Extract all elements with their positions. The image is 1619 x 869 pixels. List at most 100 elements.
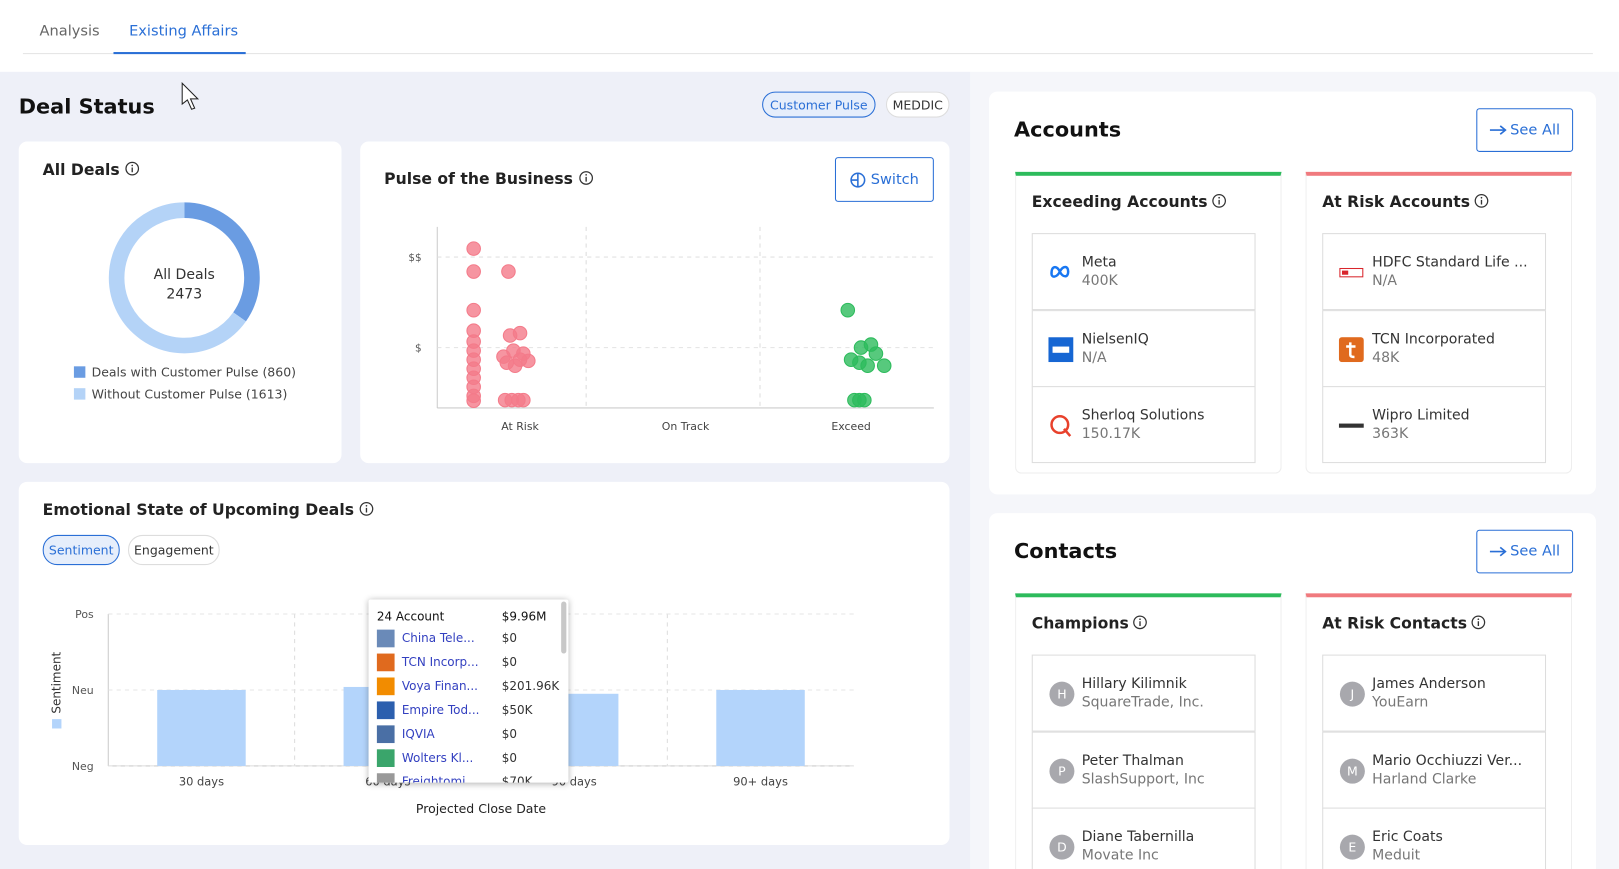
title-text: At Risk Accounts xyxy=(1322,192,1471,212)
info-icon[interactable] xyxy=(1133,615,1148,630)
account-icon xyxy=(376,677,395,696)
account-logo xyxy=(1050,415,1072,438)
tab[interactable]: Analysis xyxy=(39,22,100,40)
account-name: NielsenIQ xyxy=(1081,330,1149,348)
account-logo xyxy=(1050,265,1070,278)
see-all-button[interactable]: See All xyxy=(1476,108,1574,152)
tooltip-row: Empire Tod... $50K xyxy=(376,700,564,721)
list-item[interactable]: P Peter Thalman SlashSupport, Inc xyxy=(1031,731,1256,809)
button-text: See All xyxy=(1510,543,1561,560)
group-column xyxy=(1015,593,1282,869)
account-name[interactable]: China Tele... xyxy=(401,630,475,646)
button-text: Switch xyxy=(870,171,919,188)
list-item[interactable]: Meta 400K xyxy=(1031,233,1256,311)
account-logo xyxy=(1338,423,1364,429)
scatter-point xyxy=(496,349,511,364)
account-name[interactable]: Freightomi... xyxy=(401,774,477,783)
info-icon[interactable] xyxy=(578,171,593,186)
tooltip-total: $9.96M xyxy=(501,608,547,624)
contact-company: Movate Inc xyxy=(1081,847,1159,865)
account-logo xyxy=(1048,336,1074,362)
x-tick-label: On Track xyxy=(662,420,710,433)
list-item[interactable]: H Hillary Kilimnik SquareTrade, Inc. xyxy=(1031,654,1256,732)
contact-name: James Anderson xyxy=(1372,675,1486,693)
toggle[interactable]: Engagement xyxy=(128,534,220,566)
scatter-point xyxy=(466,264,481,279)
list-item[interactable]: Wipro Limited 363K xyxy=(1322,386,1547,464)
list-item[interactable]: NielsenIQ N/A xyxy=(1031,309,1256,387)
contact-company: YouEarn xyxy=(1372,694,1429,711)
y-tick-label: $ xyxy=(415,343,422,355)
account-icon xyxy=(376,629,395,648)
info-icon[interactable] xyxy=(1474,193,1489,209)
account-name: TCN Incorporated xyxy=(1372,330,1495,348)
account-value: 400K xyxy=(1081,272,1118,290)
legend-swatch xyxy=(73,388,86,400)
account-name[interactable]: Voya Finan... xyxy=(401,678,478,694)
group-column xyxy=(1305,593,1573,869)
info-icon[interactable] xyxy=(1212,193,1227,209)
tooltip-row: Voya Finan... $201.96K xyxy=(376,676,564,697)
list-item[interactable]: M Mario Occhiuzzi Ver... Harland Clarke xyxy=(1322,731,1547,809)
title-text: Emotional State of Upcoming Deals xyxy=(42,500,355,520)
toggle[interactable]: Customer Pulse xyxy=(762,91,876,118)
account-amount: $70K xyxy=(501,774,533,783)
account-name[interactable]: Wolters Kl... xyxy=(401,750,474,765)
contact-company: Harland Clarke xyxy=(1372,770,1477,788)
list-item[interactable]: HDFC Standard Life ... N/A xyxy=(1322,233,1547,311)
list-item[interactable]: D Diane Tabernilla Movate Inc xyxy=(1031,807,1256,869)
x-tick-label: Exceed xyxy=(831,420,871,433)
info-icon[interactable] xyxy=(359,502,374,517)
see-all-button[interactable]: See All xyxy=(1476,529,1574,574)
list-item[interactable]: J James Anderson YouEarn xyxy=(1322,654,1547,732)
avatar: H xyxy=(1049,681,1075,707)
avatar: E xyxy=(1339,835,1365,861)
tooltip-row: IQVIA $0 xyxy=(376,724,564,745)
donut-center-label: All Deals xyxy=(154,267,215,283)
legend-swatch xyxy=(52,719,62,729)
scatter-point xyxy=(840,302,856,318)
account-amount: $0 xyxy=(501,726,518,741)
account-logo xyxy=(1338,336,1364,362)
account-name[interactable]: IQVIA xyxy=(401,726,435,741)
account-name[interactable]: Empire Tod... xyxy=(401,702,480,718)
group-title: Champions xyxy=(1032,614,1148,633)
account-value: N/A xyxy=(1081,349,1107,367)
scatter-point xyxy=(868,346,884,361)
account-amount: $50K xyxy=(501,702,533,718)
switch-button[interactable]: Switch xyxy=(834,157,934,202)
x-tick-label: At Risk xyxy=(501,420,539,433)
toggle[interactable]: Sentiment xyxy=(42,534,120,566)
group-column xyxy=(1305,171,1573,474)
account-name[interactable]: TCN Incorp... xyxy=(401,654,479,670)
scrollbar[interactable] xyxy=(561,601,567,654)
account-name: Wipro Limited xyxy=(1372,407,1470,424)
contact-name: Hillary Kilimnik xyxy=(1081,675,1187,693)
info-icon[interactable] xyxy=(1471,615,1486,630)
list-item[interactable]: TCN Incorporated 48K xyxy=(1322,309,1547,387)
donut-center-value: 2473 xyxy=(166,287,202,303)
avatar: P xyxy=(1049,758,1075,784)
bar xyxy=(716,689,805,766)
list-item[interactable]: E Eric Coats Meduit xyxy=(1322,807,1547,869)
tab-active[interactable]: Existing Affairs xyxy=(129,22,239,40)
x-tick-label: 30 days xyxy=(179,775,224,789)
tooltip-row: TCN Incorp... $0 xyxy=(376,653,564,674)
tab-divider xyxy=(22,53,1593,55)
toggle[interactable]: MEDDIC xyxy=(885,91,950,118)
list-item[interactable]: Sherloq Solutions 150.17K xyxy=(1031,386,1256,464)
group-title: At Risk Contacts xyxy=(1322,614,1486,633)
account-value: 150.17K xyxy=(1081,426,1141,443)
scatter-point xyxy=(843,352,859,367)
account-name: Sherloq Solutions xyxy=(1081,407,1205,424)
account-icon xyxy=(376,773,395,783)
account-logo xyxy=(1339,267,1364,278)
info-icon[interactable] xyxy=(125,161,140,176)
scatter-point xyxy=(501,264,516,279)
contact-company: SquareTrade, Inc. xyxy=(1081,694,1204,711)
contact-name: Diane Tabernilla xyxy=(1081,828,1195,846)
tooltip-title: 24 Account xyxy=(376,608,445,624)
button-text: See All xyxy=(1510,121,1561,139)
account-icon xyxy=(376,725,395,744)
x-axis-label: Projected Close Date xyxy=(416,801,546,816)
